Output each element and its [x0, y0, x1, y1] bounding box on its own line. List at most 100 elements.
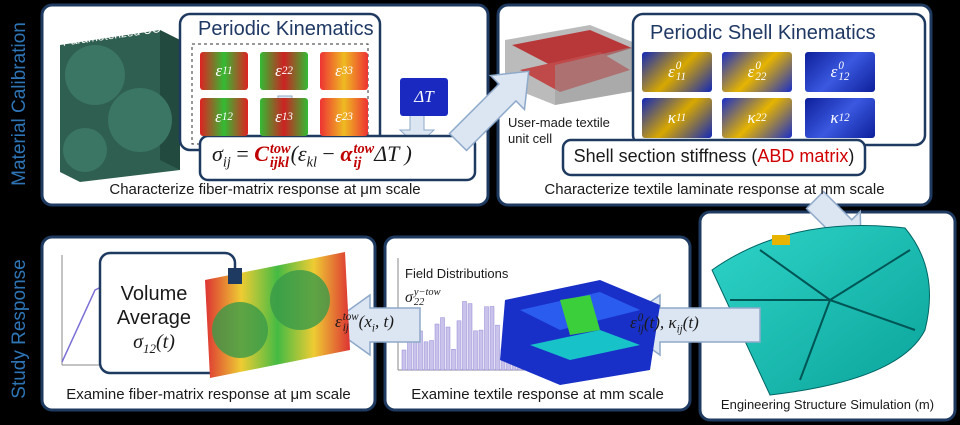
stress-part: σ [133, 331, 143, 353]
transfer-label: ε tow ij (xi, t) [335, 311, 394, 335]
caption: Characterize textile laminate response a… [544, 181, 885, 198]
mode-symbol: ε [275, 107, 282, 126]
decor-bar [467, 303, 473, 371]
formula-part: tow [353, 140, 375, 157]
mode-sup: 0 [675, 59, 682, 72]
decor-bar [473, 330, 478, 371]
formula-part: − [316, 141, 341, 166]
mode-symbol: ε [335, 107, 342, 126]
transfer-part: (x [358, 312, 372, 331]
formula-part: ΔT ) [374, 141, 412, 166]
formula-part: tow [269, 140, 291, 157]
transfer-part: ij [342, 322, 349, 335]
formula-indices: tow ij [353, 140, 375, 171]
transfer-indices: 0 ij [637, 312, 644, 336]
mode-indices: 0 12 [838, 59, 850, 83]
mode-symbol: ε [830, 62, 838, 81]
mode-tile: ε 11 [200, 52, 248, 90]
transfer-part: tow [342, 311, 359, 324]
decor-bar [495, 324, 500, 371]
thermal-tile: ΔT [400, 78, 448, 116]
transfer-part: ij [637, 323, 644, 336]
mode-indices: 0 22 [755, 59, 766, 83]
formula-part: ij [353, 154, 362, 171]
stress-part: 12 [142, 341, 156, 356]
cell-label: User-made textile unit cell [508, 115, 610, 146]
average-line: Average [116, 307, 192, 329]
kinematics-title: Periodic Shell Kinematics [650, 22, 876, 44]
average-line: Volume [120, 283, 188, 305]
decor-bar [423, 341, 429, 371]
mode-tile: ε 23 [320, 98, 368, 136]
mode-symbol: ε [668, 62, 675, 81]
mode-sub: 23 [341, 111, 353, 123]
field-part: 22 [413, 297, 425, 309]
mode-tile: ε 33 [320, 52, 368, 90]
mode-sub: 13 [281, 111, 293, 123]
formula-part: ij [222, 154, 231, 171]
transfer-part: i [371, 322, 375, 335]
mode-symbol: ε [215, 107, 222, 126]
average-stress: σ12(t) [100, 330, 208, 361]
mode-tile: κ 12 [805, 98, 875, 138]
mode-sup: 0 [838, 59, 844, 72]
caption: Characterize fiber-matrix response at μm… [109, 181, 421, 198]
mode-tile: ε 22 [260, 52, 308, 90]
decor-bar [462, 301, 467, 371]
mode-symbol: κ [667, 108, 676, 127]
arrow [448, 70, 530, 152]
mode-tile: κ 22 [722, 98, 792, 138]
decor-bar [456, 320, 462, 371]
formula-part: ijkl [269, 154, 289, 171]
average-label: Volume Average σ12(t) [100, 282, 208, 361]
stiffness-text: Shell section stiffness ( [573, 146, 758, 166]
mode-symbol: κ [747, 108, 756, 127]
decor-bar [407, 338, 412, 371]
field-part: σ [405, 289, 413, 307]
side-label: Study Response [9, 259, 30, 399]
mode-sub: 12 [221, 111, 233, 123]
mode-sub: 33 [341, 65, 353, 77]
transfer-indices: tow ij [342, 311, 359, 335]
decor-bar [445, 326, 451, 371]
formula-part: (ε [290, 141, 307, 166]
mode-sup: 0 [755, 59, 761, 72]
stiffness-label: Shell section stiffness (ABD matrix) [563, 146, 865, 167]
decor-bar [484, 306, 489, 371]
decor-bar [489, 306, 495, 371]
field-part: y−tow [413, 287, 441, 298]
field-label: σ y−tow 22 [405, 287, 441, 309]
thermal-label: ΔT [414, 87, 434, 106]
formula-part: α [340, 141, 353, 166]
decor-bar [401, 349, 407, 371]
textile-cell-image [505, 25, 640, 105]
mode-sub: 12 [838, 71, 850, 83]
mode-sub: 11 [675, 112, 687, 124]
decor-bar [440, 317, 445, 371]
mode-sub: 22 [281, 65, 293, 77]
caption: Engineering Structure Simulation (m) [720, 397, 935, 412]
mode-symbol: ε [747, 62, 755, 81]
transfer-part: 0 [637, 312, 644, 325]
mode-tile: κ 11 [642, 98, 712, 138]
mode-symbol: ε [275, 61, 282, 80]
formula-box [198, 134, 477, 182]
formula-indices: tow ijkl [269, 140, 291, 171]
transfer-part: ij [676, 323, 683, 336]
mode-symbol: ε [335, 61, 342, 80]
formula-part: C [254, 141, 269, 166]
caption: Examine fiber-matrix response at μm scal… [66, 386, 351, 403]
stiffness-box [561, 138, 867, 177]
mode-indices: 0 11 [675, 59, 686, 83]
mode-sub: 11 [222, 65, 233, 77]
transfer-part: ε [335, 312, 342, 331]
formula-part: = [230, 141, 255, 166]
decor-bar [451, 349, 456, 371]
transfer-part: (t) [682, 313, 699, 332]
mode-sub: 12 [838, 112, 850, 124]
plot-title: Field Distributions [405, 266, 509, 281]
stiffness-highlight: ABD matrix [757, 146, 849, 166]
kinematics-title: Periodic Kinematics [198, 18, 374, 40]
